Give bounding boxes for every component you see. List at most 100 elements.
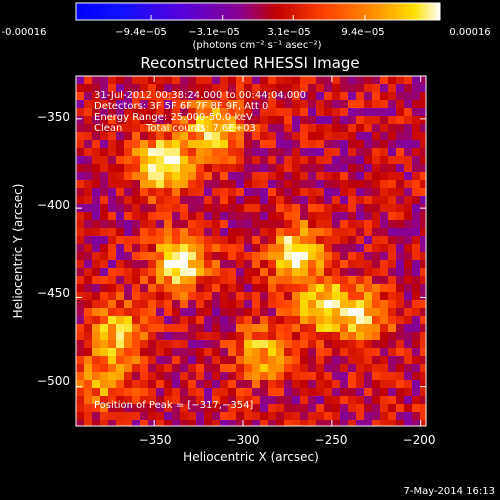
heatmap-cell	[276, 300, 284, 308]
heatmap-cell	[132, 212, 140, 220]
heatmap-cell	[276, 84, 284, 92]
heatmap-cell	[396, 268, 404, 276]
heatmap-cell	[316, 156, 324, 164]
heatmap-cell	[276, 244, 284, 252]
heatmap-cell	[292, 100, 300, 108]
heatmap-cell	[276, 260, 284, 268]
heatmap-cell	[372, 244, 380, 252]
heatmap-cell	[252, 364, 260, 372]
heatmap-cell	[140, 252, 148, 260]
heatmap-cell	[332, 332, 340, 340]
heatmap-cell	[100, 196, 108, 204]
heatmap-cell	[372, 420, 380, 426]
heatmap-cell	[220, 372, 228, 380]
heatmap-cell	[420, 244, 426, 252]
heatmap-cell	[132, 292, 140, 300]
heatmap-cell	[388, 260, 396, 268]
heatmap-cell	[124, 172, 132, 180]
heatmap-cell	[412, 220, 420, 228]
heatmap-cell	[164, 396, 172, 404]
heatmap-cell	[404, 404, 412, 412]
heatmap-cell	[212, 164, 220, 172]
heatmap-cell	[252, 124, 260, 132]
heatmap-cell	[244, 156, 252, 164]
heatmap-cell	[196, 76, 204, 84]
heatmap-cell	[348, 156, 356, 164]
heatmap-cell	[108, 292, 116, 300]
heatmap-cell	[252, 244, 260, 252]
colorbar-tick-label-2: −3.1e−05	[188, 27, 240, 38]
heatmap-cell	[284, 364, 292, 372]
heatmap-cell	[124, 148, 132, 156]
heatmap-cell	[332, 268, 340, 276]
heatmap-cell	[196, 292, 204, 300]
heatmap-cell	[252, 220, 260, 228]
heatmap-cell	[228, 412, 236, 420]
heatmap-cell	[316, 204, 324, 212]
heatmap-cell	[348, 292, 356, 300]
heatmap-cell	[316, 276, 324, 284]
heatmap-cell	[404, 268, 412, 276]
heatmap-cell	[220, 260, 228, 268]
heatmap-cell	[164, 236, 172, 244]
heatmap-cell	[180, 84, 188, 92]
heatmap-cell	[156, 364, 164, 372]
heatmap-cell	[236, 316, 244, 324]
heatmap-cell	[196, 244, 204, 252]
heatmap-cell	[396, 108, 404, 116]
heatmap-cell	[172, 92, 180, 100]
heatmap-cell	[244, 244, 252, 252]
heatmap-cell	[180, 356, 188, 364]
heatmap-cell	[124, 204, 132, 212]
heatmap-cell	[404, 148, 412, 156]
heatmap-cell	[148, 100, 156, 108]
heatmap-cell	[140, 228, 148, 236]
heatmap-cell	[172, 372, 180, 380]
heatmap-cell	[284, 276, 292, 284]
heatmap-cell	[188, 364, 196, 372]
heatmap-cell	[420, 228, 426, 236]
heatmap-cell	[164, 100, 172, 108]
heatmap-cell	[172, 324, 180, 332]
heatmap-cell	[412, 180, 420, 188]
heatmap-cell	[284, 228, 292, 236]
heatmap-cell	[404, 324, 412, 332]
heatmap-cell	[92, 236, 100, 244]
heatmap-cell	[172, 108, 180, 116]
heatmap-cell	[300, 172, 308, 180]
heatmap-cell	[276, 324, 284, 332]
heatmap-cell	[92, 364, 100, 372]
heatmap-cell	[292, 316, 300, 324]
heatmap-cell	[100, 324, 108, 332]
heatmap-cell	[380, 244, 388, 252]
heatmap-cell	[260, 180, 268, 188]
heatmap-cell	[220, 100, 228, 108]
heatmap-cell	[140, 84, 148, 92]
heatmap-cell	[404, 172, 412, 180]
heatmap-cell	[84, 420, 92, 426]
heatmap-cell	[116, 76, 124, 84]
heatmap-cell	[292, 420, 300, 426]
heatmap-cell	[108, 276, 116, 284]
heatmap-cell	[148, 188, 156, 196]
heatmap-cell	[84, 228, 92, 236]
heatmap-cell	[204, 396, 212, 404]
heatmap-cell	[276, 380, 284, 388]
heatmap-cell	[348, 220, 356, 228]
heatmap-cell	[148, 76, 156, 84]
heatmap-cell	[332, 164, 340, 172]
heatmap-cell	[276, 340, 284, 348]
heatmap-cell	[260, 164, 268, 172]
annotation-energy-range: Energy Range: 25.000-50.0 keV	[94, 112, 253, 123]
heatmap-cell	[332, 420, 340, 426]
heatmap-cell	[220, 324, 228, 332]
heatmap-cell	[300, 164, 308, 172]
y-tick-label-3: −500	[37, 374, 70, 388]
heatmap-cell	[244, 364, 252, 372]
heatmap-cell	[388, 100, 396, 108]
heatmap-cell	[276, 172, 284, 180]
heatmap-cell	[300, 188, 308, 196]
heatmap-cell	[420, 292, 426, 300]
heatmap-cell	[92, 204, 100, 212]
heatmap-cell	[164, 116, 172, 124]
